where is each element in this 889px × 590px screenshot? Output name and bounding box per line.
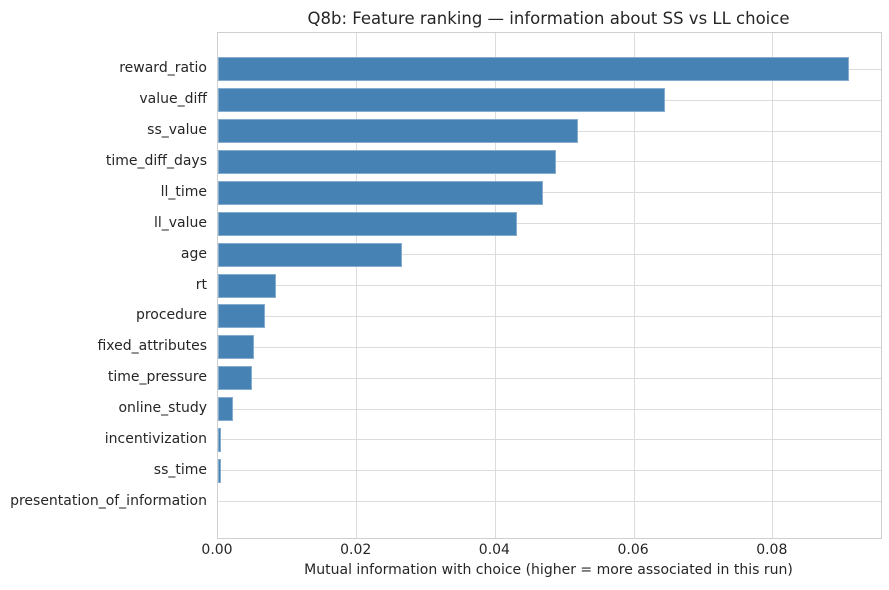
gridline-horizontal <box>218 254 881 256</box>
bar-ss_value <box>218 119 578 144</box>
gridline-horizontal <box>218 315 881 317</box>
gridline-horizontal <box>218 285 881 286</box>
bar-rt <box>218 273 277 298</box>
y-tick-label: ss_time <box>153 461 207 478</box>
x-tick-label: 0.04 <box>478 542 510 558</box>
gridline-horizontal <box>218 192 881 194</box>
bar-fixed_attributes <box>218 335 255 360</box>
gridline-horizontal <box>218 439 881 441</box>
gridline-horizontal <box>218 346 881 348</box>
bar-ss_time <box>218 458 222 483</box>
gridline-horizontal <box>218 501 881 503</box>
y-tick-label: time_pressure <box>107 369 207 386</box>
y-tick-label: presentation_of_information <box>10 492 207 509</box>
gridline-horizontal <box>218 470 881 472</box>
y-tick-label: age <box>180 245 207 262</box>
x-tick-label: 0.06 <box>617 542 649 558</box>
y-tick-label: procedure <box>135 307 207 324</box>
y-tick-label: incentivization <box>104 430 207 447</box>
x-tick-label: 0.08 <box>756 542 788 558</box>
bar-online_study <box>218 397 234 422</box>
y-tick-label: online_study <box>118 400 207 417</box>
bar-ll_time <box>218 180 544 205</box>
y-tick-label: reward_ratio <box>119 60 207 77</box>
gridline-horizontal <box>218 377 881 379</box>
y-tick-label: fixed_attributes <box>97 338 207 355</box>
x-tick-label: 0.02 <box>340 542 372 558</box>
gridline-horizontal <box>218 408 881 410</box>
y-tick-label: ll_time <box>160 183 207 200</box>
bar-time_diff_days <box>218 149 556 174</box>
y-tick-label: ss_value <box>147 122 207 139</box>
y-tick-label: time_diff_days <box>105 152 207 169</box>
bar-reward_ratio <box>218 57 850 82</box>
x-axis-label: Mutual information with choice (higher =… <box>304 562 793 578</box>
bar-value_diff <box>218 88 666 113</box>
bar-time_pressure <box>218 366 252 391</box>
chart-title: Q8b: Feature ranking — information about… <box>307 9 790 28</box>
x-tick-label: 0.00 <box>201 542 233 558</box>
gridline-horizontal <box>218 223 881 225</box>
y-tick-label: rt <box>195 276 207 293</box>
y-tick-label: value_diff <box>139 91 207 108</box>
y-tick-label: ll_value <box>153 214 207 231</box>
bar-age <box>218 242 403 267</box>
plot-area <box>217 32 882 539</box>
bar-ll_value <box>218 211 517 236</box>
bar-incentivization <box>218 427 222 452</box>
bar-procedure <box>218 304 266 329</box>
